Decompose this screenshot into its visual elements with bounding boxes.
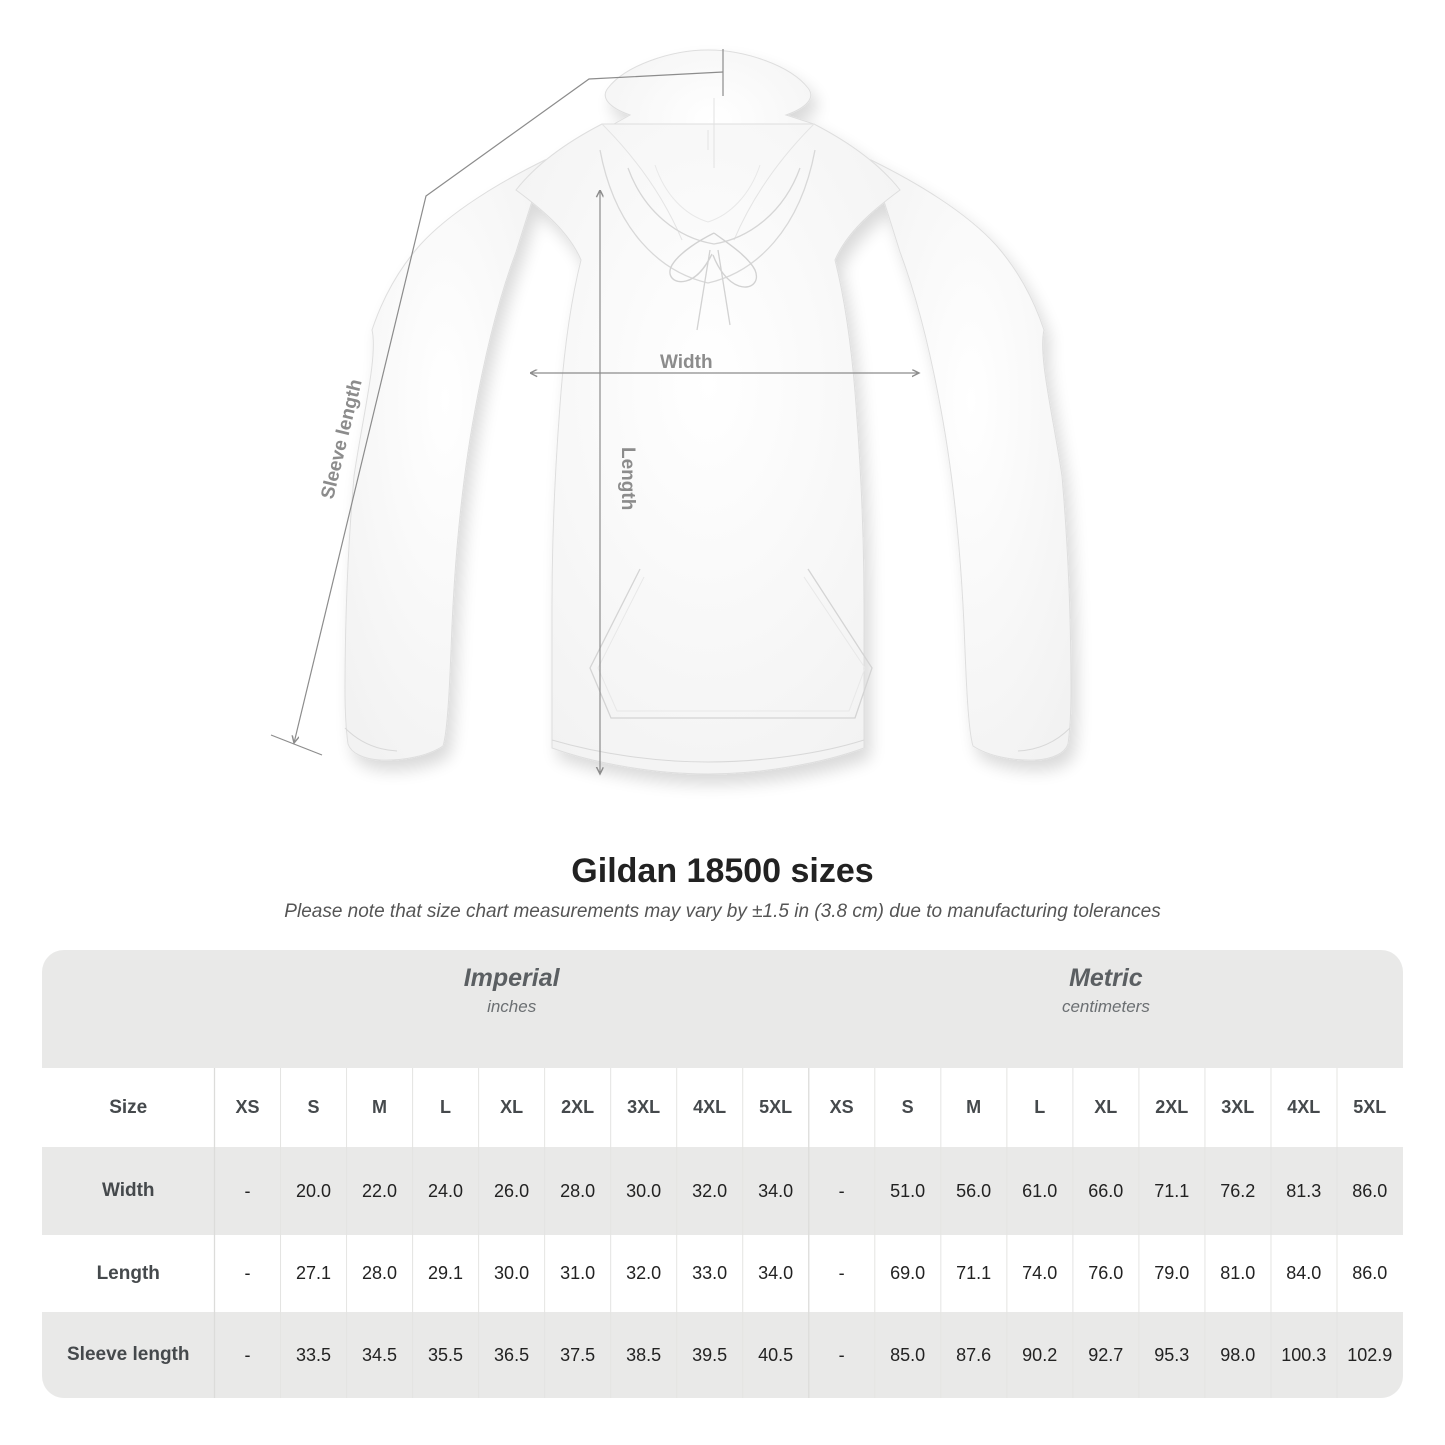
svg-text:Length: Length <box>617 447 638 510</box>
svg-text:Width: Width <box>660 352 713 373</box>
svg-text:Sleeve length: Sleeve length <box>317 377 366 501</box>
